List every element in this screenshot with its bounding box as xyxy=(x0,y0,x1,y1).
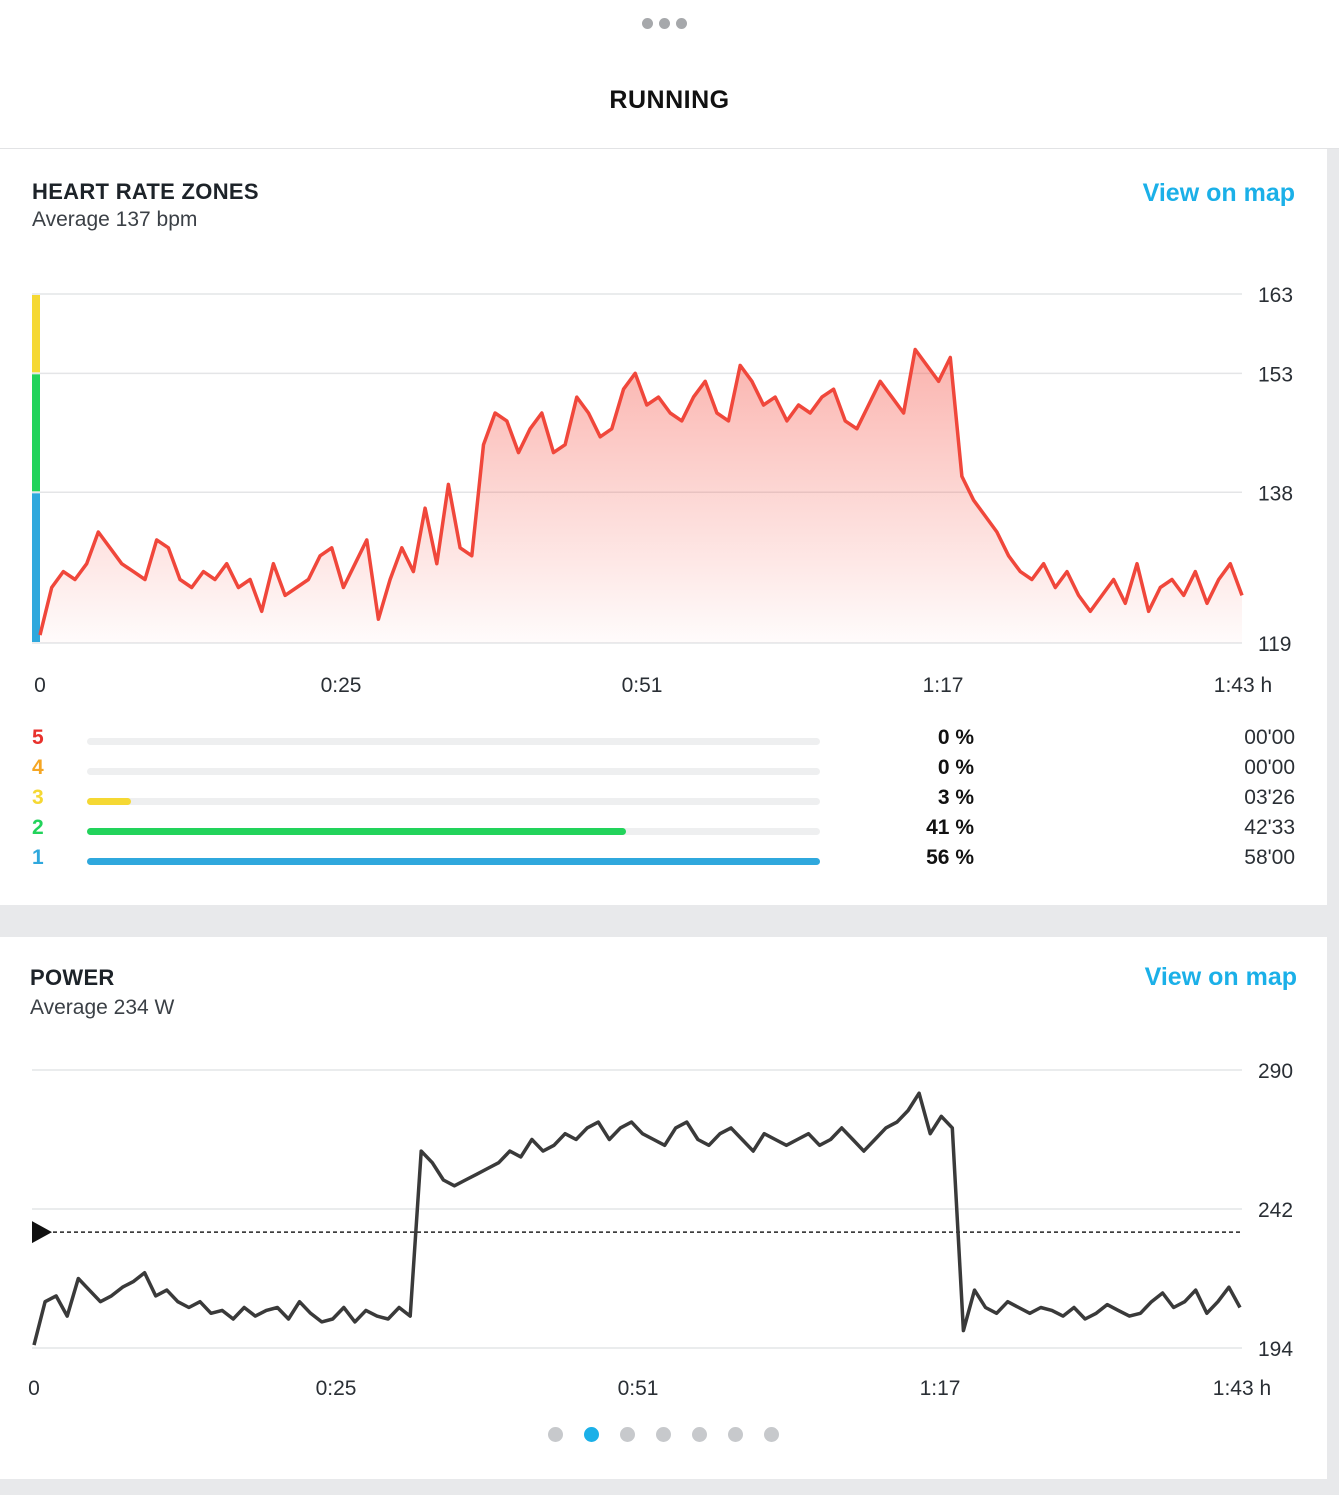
power-x-tick-label: 0 xyxy=(28,1377,40,1400)
top-bar: RUNNING xyxy=(0,0,1339,149)
zone-row: 1 56 % 58'00 xyxy=(0,846,1327,876)
zone-number: 2 xyxy=(32,816,44,839)
power-x-tick-label: 1:17 xyxy=(920,1377,961,1400)
hr-area xyxy=(40,349,1242,643)
zone-number: 3 xyxy=(32,786,44,809)
hr-zone-band xyxy=(32,374,40,492)
zone-progress-fill xyxy=(87,828,626,835)
hr-y-tick-label: 119 xyxy=(1258,633,1291,656)
zone-number: 5 xyxy=(32,726,44,749)
zone-progress-track xyxy=(87,738,820,745)
zone-time: 00'00 xyxy=(1244,726,1295,749)
zone-progress-fill xyxy=(87,798,131,805)
hr-y-tick-label: 153 xyxy=(1258,363,1293,386)
hr-x-tick-label: 0 xyxy=(34,674,46,697)
zone-row: 4 0 % 00'00 xyxy=(0,756,1327,786)
power-line xyxy=(32,1091,1242,1346)
page-dot[interactable] xyxy=(692,1427,707,1442)
heart-rate-view-on-map-link[interactable]: View on map xyxy=(1142,179,1295,207)
power-chart: 194 242 290 0 0:25 0:51 1:17 1:43 h xyxy=(28,1060,1293,1400)
power-x-tick-label: 0:51 xyxy=(618,1377,659,1400)
heart-rate-card: HEART RATE ZONES Average 137 bpm View on… xyxy=(0,149,1327,905)
zone-number: 1 xyxy=(32,846,44,869)
zone-time: 00'00 xyxy=(1244,756,1295,779)
page-dot[interactable] xyxy=(584,1427,599,1442)
zone-row: 5 0 % 00'00 xyxy=(0,726,1327,756)
power-y-tick-label: 290 xyxy=(1258,1060,1293,1083)
hr-y-tick-label: 138 xyxy=(1258,482,1293,505)
hr-zone-band xyxy=(32,295,40,373)
page-dot[interactable] xyxy=(764,1427,779,1442)
zone-row: 2 41 % 42'33 xyxy=(0,816,1327,846)
zone-percent: 0 % xyxy=(937,726,974,749)
zone-percent: 41 % xyxy=(926,816,974,839)
zone-number: 4 xyxy=(32,756,44,779)
zone-progress-track xyxy=(87,858,820,865)
page-dot[interactable] xyxy=(728,1427,743,1442)
hr-x-tick-label: 0:51 xyxy=(622,674,663,697)
power-y-tick-label: 242 xyxy=(1258,1199,1293,1222)
zone-percent: 0 % xyxy=(937,756,974,779)
zone-progress-track xyxy=(87,798,820,805)
power-view-on-map-link[interactable]: View on map xyxy=(1144,963,1297,991)
zone-time: 42'33 xyxy=(1244,816,1295,839)
hr-line xyxy=(38,347,1244,636)
heart-rate-average: Average 137 bpm xyxy=(32,208,198,231)
page-dot[interactable] xyxy=(656,1427,671,1442)
more-horizontal-icon[interactable] xyxy=(642,18,688,30)
zone-time: 03'26 xyxy=(1244,786,1295,809)
zone-progress-track xyxy=(87,828,820,835)
hr-x-tick-label: 0:25 xyxy=(321,674,362,697)
power-title: POWER xyxy=(30,965,115,990)
zone-row: 3 3 % 03'26 xyxy=(0,786,1327,816)
hr-y-tick-label: 163 xyxy=(1258,284,1293,307)
page-dot[interactable] xyxy=(620,1427,635,1442)
heart-rate-chart: 119 138 153 163 0 0:25 0:51 1:17 1:43 h xyxy=(32,284,1293,697)
power-x-tick-label: 1:43 h xyxy=(1213,1377,1271,1400)
hr-x-tick-label: 1:17 xyxy=(923,674,964,697)
zone-percent: 56 % xyxy=(926,846,974,869)
zone-time: 58'00 xyxy=(1244,846,1295,869)
power-average: Average 234 W xyxy=(30,996,175,1019)
page-title: RUNNING xyxy=(609,86,730,114)
heart-rate-title: HEART RATE ZONES xyxy=(32,179,259,204)
zone-progress-fill xyxy=(87,858,820,865)
power-y-tick-label: 194 xyxy=(1258,1338,1293,1361)
zone-percent: 3 % xyxy=(937,786,974,809)
page-dot[interactable] xyxy=(548,1427,563,1442)
play-triangle-icon xyxy=(32,1221,52,1244)
hr-x-tick-label: 1:43 h xyxy=(1214,674,1272,697)
zone-progress-track xyxy=(87,768,820,775)
page-indicator xyxy=(548,1427,788,1443)
power-x-tick-label: 0:25 xyxy=(316,1377,357,1400)
power-card: POWER Average 234 W View on map 194 242 29… xyxy=(0,937,1327,1479)
hr-zone-band xyxy=(32,493,40,642)
